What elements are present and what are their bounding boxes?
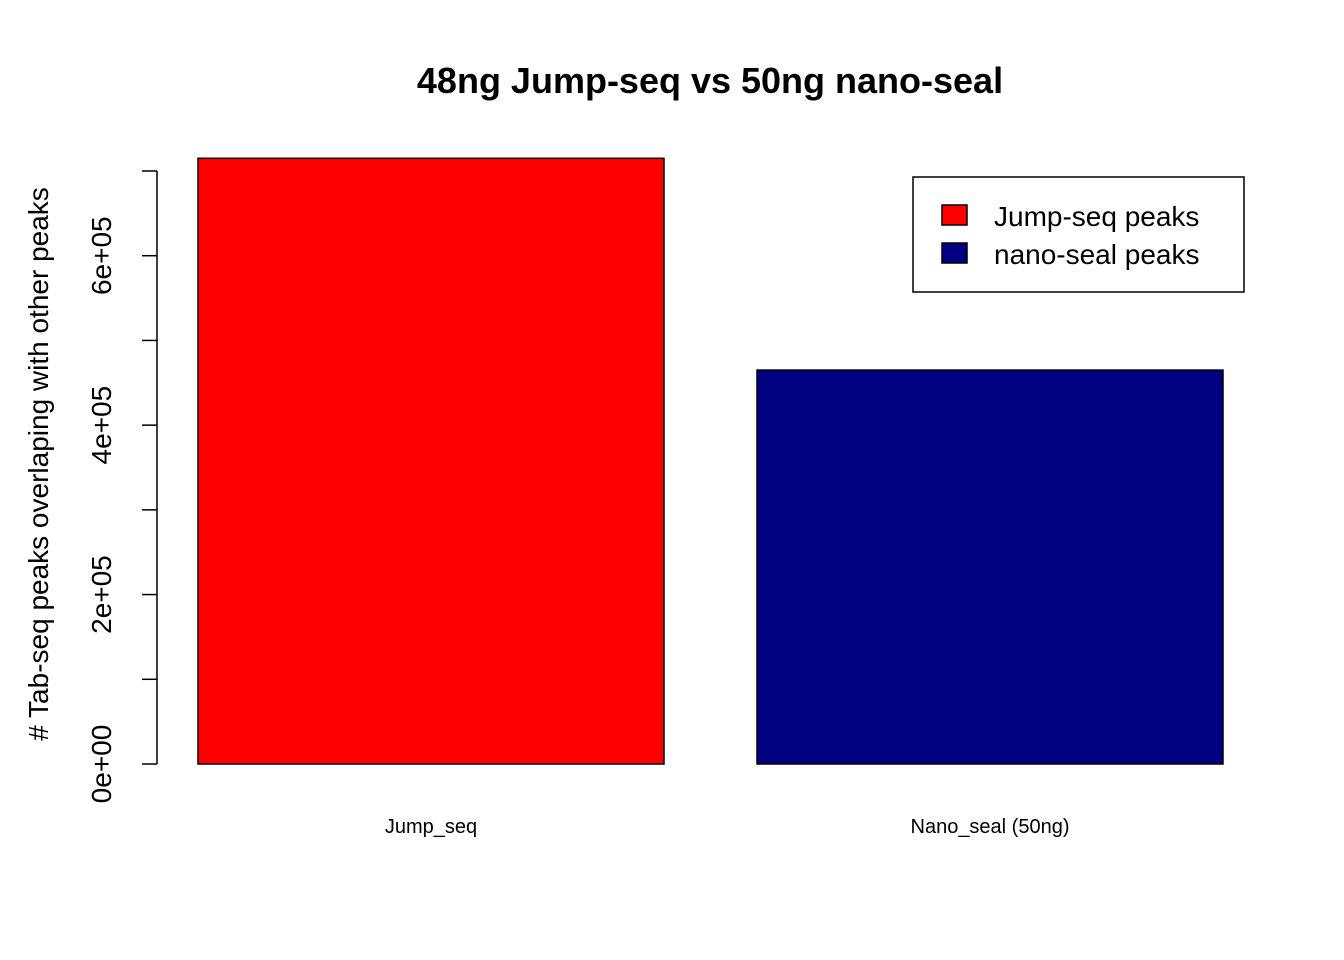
- y-axis-label: # Tab-seq peaks overlaping with other pe…: [23, 187, 54, 741]
- chart-title: 48ng Jump-seq vs 50ng nano-seal: [417, 60, 1003, 101]
- y-tick-label: 4e+05: [86, 386, 117, 465]
- x-tick-label: Jump_seq: [385, 816, 477, 838]
- x-axis-labels: Jump_seq Nano_seal (50ng): [385, 816, 1070, 838]
- bar-jump-seq: [197, 157, 665, 765]
- bar-nano-seal-50ng: [756, 369, 1224, 765]
- y-tick-label: 6e+05: [86, 216, 117, 295]
- y-axis: 0e+00 2e+05 4e+05 6e+05: [86, 170, 158, 804]
- legend-swatch: [941, 242, 968, 264]
- legend-swatch: [941, 204, 968, 226]
- y-tick-label: 2e+05: [86, 555, 117, 634]
- legend-label: nano-seal peaks: [994, 239, 1199, 270]
- legend-label: Jump-seq peaks: [994, 201, 1199, 232]
- legend: Jump-seq peaks nano-seal peaks: [912, 176, 1245, 293]
- legend-box: [912, 176, 1245, 293]
- x-tick-label: Nano_seal (50ng): [911, 816, 1070, 838]
- bars-group: [197, 157, 1224, 765]
- y-tick-label: 0e+00: [86, 725, 117, 804]
